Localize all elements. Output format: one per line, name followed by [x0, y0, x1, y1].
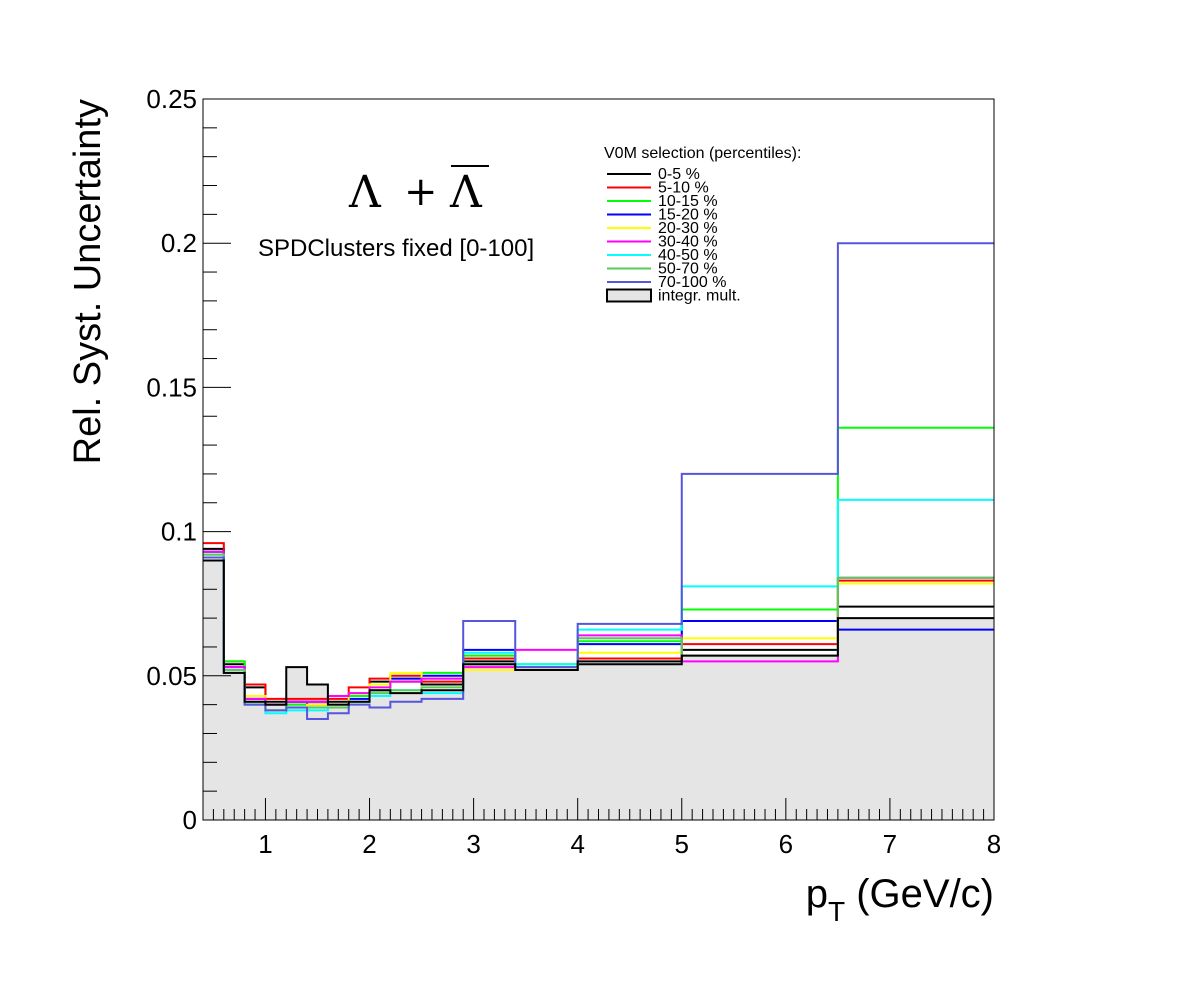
- x-tick-label: 1: [258, 829, 272, 859]
- particle-lambda-symbol: Λ: [348, 167, 382, 218]
- legend-label-5-10: 5-10 %: [658, 180, 709, 197]
- plot-layer: [203, 242, 994, 820]
- legend-label-0-5: 0-5 %: [658, 166, 700, 183]
- y-tick-label: 0.25: [146, 84, 197, 114]
- x-tick-label: 4: [570, 829, 584, 859]
- y-tick-label: 0.05: [146, 661, 197, 691]
- particle-antilambda-symbol: Λ: [449, 167, 483, 218]
- x-tick-label: 7: [883, 829, 897, 859]
- x-tick-label: 8: [987, 829, 1001, 859]
- x-axis-title-unit: (GeV/c): [845, 872, 994, 916]
- legend-label-70-100: 70-100 %: [658, 274, 727, 291]
- legend-label-20-30: 20-30 %: [658, 220, 718, 237]
- legend-label-30-40: 30-40 %: [658, 234, 718, 251]
- legend-label-integr-mult: integr. mult.: [658, 288, 741, 305]
- legend-label-50-70: 50-70 %: [658, 261, 718, 278]
- legend-title: V0M selection (percentiles):: [604, 145, 801, 162]
- x-tick-label: 5: [675, 829, 689, 859]
- x-axis-title: pT (GeV/c): [806, 872, 994, 927]
- legend-label-10-15: 10-15 %: [658, 193, 718, 210]
- x-tick-label: 6: [779, 829, 793, 859]
- ticks-layer: 0 0.05 0.1 0.15 0.2 0.25 1 2 3 4 5 6 7 8: [146, 84, 1001, 859]
- x-tick-label: 3: [466, 829, 480, 859]
- y-tick-label: 0.2: [161, 228, 197, 258]
- series-fill-integr-mult: [203, 560, 994, 820]
- x-axis-title-p: p: [806, 872, 828, 916]
- series-line-integr-mult: [203, 559, 994, 706]
- legend: V0M selection (percentiles): 0-5 %5-10 %…: [604, 145, 801, 305]
- y-tick-label: 0.15: [146, 372, 197, 402]
- series-line-0-5: [203, 547, 994, 703]
- y-axis-title: Rel. Syst. Uncertainty: [67, 99, 109, 464]
- x-tick-label: 2: [362, 829, 376, 859]
- x-axis-title-subscript: T: [828, 896, 845, 927]
- legend-swatch-integr-mult: [606, 288, 652, 303]
- particle-plus-symbol: +: [404, 169, 438, 215]
- legend-label-40-50: 40-50 %: [658, 247, 718, 264]
- y-tick-label: 0: [183, 805, 197, 835]
- legend-label-15-20: 15-20 %: [658, 207, 718, 224]
- estimator-annotation: SPDClusters fixed [0-100]: [258, 235, 534, 262]
- y-tick-label: 0.1: [161, 517, 197, 547]
